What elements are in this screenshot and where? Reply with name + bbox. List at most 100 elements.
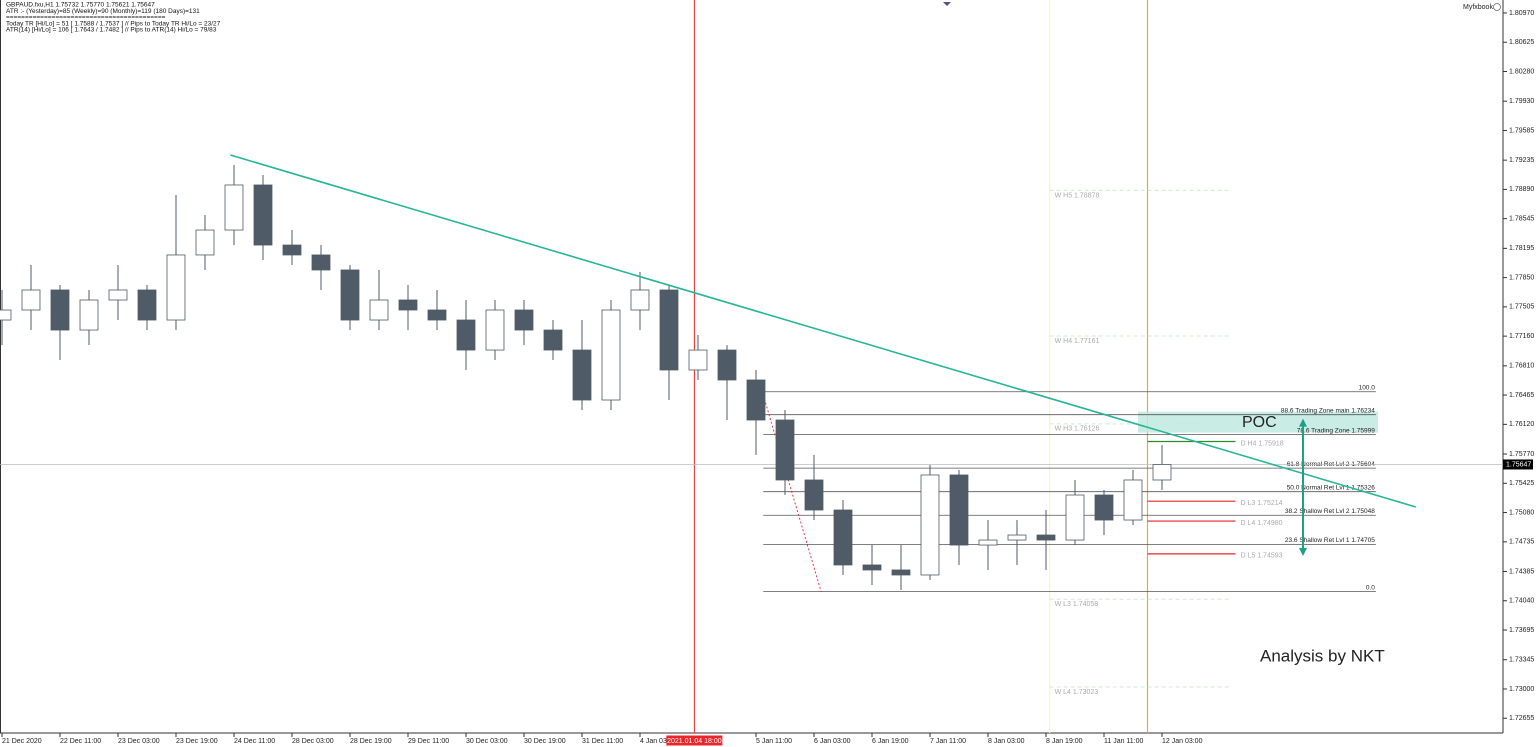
daily-pivot-label: D L5 1.74593 bbox=[1240, 553, 1282, 560]
weekly-pivot-label: W H4 1.77161 bbox=[1055, 338, 1100, 345]
x-tick-label: 22 Dec 11:00 bbox=[60, 738, 101, 745]
daily-pivot-label: D L4 1.74980 bbox=[1240, 520, 1282, 527]
y-tick-label: 1.76120 bbox=[1509, 421, 1534, 428]
candle-body bbox=[688, 349, 708, 371]
x-tick-label: 29 Dec 11:00 bbox=[408, 738, 449, 745]
candle-body bbox=[340, 269, 360, 321]
candle-body bbox=[1036, 534, 1056, 541]
candle-body bbox=[630, 289, 650, 311]
x-tick-label: 23 Dec 03:00 bbox=[118, 738, 160, 745]
header-line: GBPAUD.fxu,H1 1.75732 1.75770 1.75621 1.… bbox=[6, 2, 155, 9]
x-tick-label: 28 Dec 19:00 bbox=[350, 738, 392, 745]
y-tick-label: 1.75425 bbox=[1509, 480, 1534, 487]
fib-label: 88.6 Trading Zone main 1.76234 bbox=[1281, 407, 1375, 414]
y-tick-label: 1.77850 bbox=[1509, 274, 1534, 281]
candle-body bbox=[50, 289, 70, 331]
weekly-pivot-label: W H3 1.76126 bbox=[1055, 426, 1100, 433]
x-tick-label: 7 Jan 11:00 bbox=[930, 738, 966, 745]
candle-body bbox=[543, 329, 563, 351]
x-tick-label: 6 Jan 19:00 bbox=[872, 738, 909, 745]
candle-body bbox=[311, 254, 331, 271]
x-tick-label: 12 Jan 03:00 bbox=[1162, 738, 1203, 745]
y-tick-label: 1.74735 bbox=[1509, 539, 1534, 546]
candle-body bbox=[108, 289, 128, 301]
candle-body bbox=[166, 254, 186, 321]
candle-body bbox=[775, 419, 795, 481]
brand-icon[interactable] bbox=[1493, 3, 1501, 11]
fib-label: 50.0 Normal Ret Lvl 1 1.75326 bbox=[1287, 484, 1376, 491]
candle-body bbox=[891, 569, 911, 576]
y-tick-label: 1.76810 bbox=[1509, 363, 1534, 370]
y-tick-label: 1.73695 bbox=[1509, 627, 1534, 634]
candle-body bbox=[862, 564, 882, 571]
x-tick-label: 21 Dec 2020 bbox=[2, 738, 42, 745]
arrow-head bbox=[1299, 418, 1307, 427]
candle-body bbox=[1007, 534, 1027, 541]
candle-body bbox=[137, 289, 157, 321]
candle-body bbox=[282, 244, 302, 256]
header-line: ATR :- (Yesterday)=85 (Weekly)=90 (Month… bbox=[6, 8, 200, 15]
candle-body bbox=[427, 309, 447, 321]
candle-body bbox=[601, 309, 621, 401]
candle-body bbox=[920, 474, 940, 576]
trendline bbox=[230, 154, 1416, 508]
header-line: Today TR [Hi/Lo] = 51 [ 1.7588 / 1.7537 … bbox=[6, 20, 221, 27]
arrow-head bbox=[1299, 548, 1307, 556]
weekly-pivot-label: W L4 1.73023 bbox=[1055, 689, 1099, 696]
y-tick-label: 1.74040 bbox=[1509, 598, 1534, 605]
candle-body bbox=[485, 309, 505, 351]
candle-body bbox=[1123, 479, 1143, 521]
y-tick-label: 1.79585 bbox=[1509, 127, 1534, 134]
candle-body bbox=[21, 289, 41, 311]
candle-body bbox=[1094, 494, 1114, 521]
candle-body bbox=[978, 539, 998, 546]
candle-body bbox=[0, 309, 12, 321]
candle-body bbox=[79, 299, 99, 331]
candle-body bbox=[572, 349, 592, 401]
current-price-label: 1.75647 bbox=[1506, 461, 1531, 468]
weekly-pivot-label: W L3 1.74058 bbox=[1055, 601, 1099, 608]
x-tick-label: 23 Dec 19:00 bbox=[176, 738, 218, 745]
candle-body bbox=[224, 184, 244, 231]
y-tick-label: 1.73000 bbox=[1509, 686, 1534, 693]
y-tick-label: 1.80970 bbox=[1509, 10, 1534, 17]
fib-label: 38.2 Shallow Ret Lvl 2 1.75048 bbox=[1285, 508, 1375, 515]
x-tick-label: 4 Jan 03:00 bbox=[640, 738, 677, 745]
fib-label: 78.6 Trading Zone 1.75999 bbox=[1297, 427, 1375, 434]
daily-pivot-label: D H4 1.75918 bbox=[1240, 440, 1283, 447]
y-tick-label: 1.75770 bbox=[1509, 451, 1534, 458]
candle-body bbox=[195, 229, 215, 256]
y-tick-label: 1.73345 bbox=[1509, 657, 1534, 664]
candle-body bbox=[1065, 494, 1085, 541]
y-tick-label: 1.77505 bbox=[1509, 304, 1534, 311]
x-tick-label: 30 Dec 19:00 bbox=[524, 738, 566, 745]
signature: Analysis by NKT bbox=[1260, 646, 1385, 665]
y-tick-label: 1.79930 bbox=[1509, 98, 1534, 105]
candle-body bbox=[833, 509, 853, 566]
x-tick-label: 11 Jan 11:00 bbox=[1104, 738, 1144, 745]
separator-label-bg bbox=[666, 735, 723, 746]
candle-body bbox=[456, 319, 476, 351]
x-tick-label: 24 Dec 11:00 bbox=[234, 738, 275, 745]
candle-body bbox=[659, 289, 679, 371]
y-tick-label: 1.78890 bbox=[1509, 186, 1534, 193]
y-tick-label: 1.75080 bbox=[1509, 509, 1534, 516]
candle-body bbox=[746, 379, 766, 421]
x-tick-label: 31 Dec 11:00 bbox=[582, 738, 623, 745]
candle-body bbox=[804, 479, 824, 511]
x-tick-label: 28 Dec 03:00 bbox=[292, 738, 334, 745]
y-tick-label: 1.72655 bbox=[1509, 715, 1534, 722]
daily-pivot-label: D L3 1.75214 bbox=[1240, 500, 1282, 507]
x-tick-label: 8 Jan 03:00 bbox=[988, 738, 1025, 745]
y-tick-label: 1.78195 bbox=[1509, 245, 1534, 252]
y-tick-label: 1.79235 bbox=[1509, 157, 1534, 164]
x-tick-label: 8 Jan 19:00 bbox=[1046, 738, 1083, 745]
candle-body bbox=[398, 299, 418, 311]
brand[interactable]: Myfxbook bbox=[1463, 4, 1493, 11]
weekly-pivot-label: W H5 1.78878 bbox=[1055, 192, 1100, 199]
fib-label: 23.6 Shallow Ret Lvl 1 1.74705 bbox=[1285, 537, 1375, 544]
current-price-box bbox=[1503, 459, 1533, 470]
poc-label: POC bbox=[1242, 414, 1277, 431]
